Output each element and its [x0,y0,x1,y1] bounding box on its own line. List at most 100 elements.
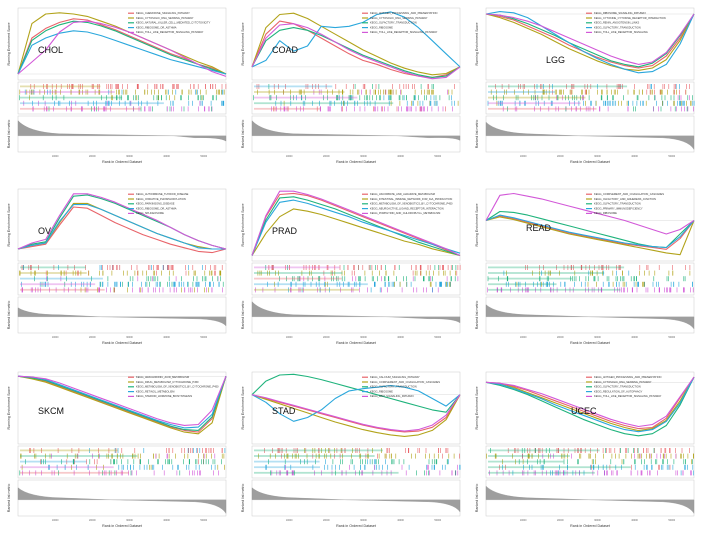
hit-tick [633,448,634,453]
hit-tick [142,270,144,276]
hit-tick [687,95,689,101]
hit-tick [368,453,369,459]
hit-tick [391,89,392,95]
hit-tick [394,265,395,270]
hit-tick [54,89,56,95]
hit-tick [325,453,327,459]
x-tick-label: 50000 [668,519,675,522]
hit-tick [90,281,91,287]
hit-tick [152,276,153,282]
hit-tick [537,459,538,465]
hit-tick [611,453,613,459]
hit-tick [573,84,575,89]
hit-tick [304,281,306,287]
hit-tick [268,265,270,270]
hit-tick [208,287,209,293]
hit-tick [183,106,185,112]
hit-tick [395,89,397,95]
hit-tick [403,459,405,465]
hit-tick [154,270,155,276]
hit-tick [593,106,594,112]
hit-band [20,471,130,474]
hit-tick [167,106,168,112]
hit-tick [287,470,289,476]
hit-tick [155,287,156,293]
hit-tick [120,470,122,476]
hit-tick [46,276,47,282]
hit-tick [210,270,212,276]
hit-tick [303,276,305,282]
hit-tick [89,448,90,453]
hit-tick [619,265,621,270]
hit-tick [308,265,310,270]
hit-tick [614,287,615,293]
hit-tick [108,470,110,476]
hit-tick [412,270,414,276]
hit-tick [574,448,576,453]
hit-tick [379,287,381,293]
hit-tick [550,270,551,276]
hit-tick [161,84,163,89]
hit-tick [575,106,577,112]
hit-tick [35,470,37,476]
hit-tick [515,459,516,465]
hit-tick [672,270,674,276]
hit-tick [367,448,369,453]
hit-tick [155,84,157,89]
hit-tick [74,287,76,293]
hit-tick [427,265,429,270]
hit-tick [318,265,320,270]
hit-tick [531,453,533,459]
hit-tick [588,95,590,101]
hit-tick [83,281,85,287]
hit-tick [677,100,678,106]
legend-label: KEGG_CALCIUM_SIGNALING_PATHWAY [370,375,420,379]
hit-tick [221,459,222,465]
hit-tick [293,276,295,282]
hit-tick [388,100,390,106]
hit-tick [349,95,351,101]
hit-tick [56,464,58,470]
hit-tick [542,281,544,287]
hit-tick [198,95,199,101]
hit-tick [198,459,199,465]
ranked-metric-area [17,487,227,514]
hit-tick [589,106,591,112]
hit-tick [588,453,590,459]
hit-tick [332,89,333,95]
hit-tick [69,100,70,106]
hit-tick [190,287,191,293]
hit-tick [213,95,214,101]
hit-tick [153,470,155,476]
hit-tick [371,270,373,276]
hit-tick [611,470,612,476]
hit-tick [160,84,161,89]
hit-tick [203,453,205,459]
hit-tick [437,106,439,112]
hit-tick [660,89,662,95]
hit-tick [593,459,594,465]
hit-tick [430,276,431,282]
hit-tick [211,106,212,112]
hit-tick [651,464,652,470]
hit-tick [276,106,277,112]
hit-tick [357,89,358,95]
x-tick-label: 40000 [163,336,170,339]
hit-tick [144,106,146,112]
hit-tick [560,89,561,95]
hit-tick [360,464,361,470]
es-series-line-2 [251,394,461,437]
hit-tick [140,287,141,293]
hit-tick [169,95,170,101]
hit-tick [205,265,206,270]
hit-tick [533,95,535,101]
hit-tick [584,84,586,89]
hit-tick [85,89,87,95]
x-tick-label: 40000 [397,519,404,522]
hit-tick [603,453,604,459]
hit-tick [49,89,51,95]
hit-tick [564,281,565,287]
hit-tick [626,100,628,106]
hit-tick [181,287,182,293]
hit-tick [432,287,433,293]
